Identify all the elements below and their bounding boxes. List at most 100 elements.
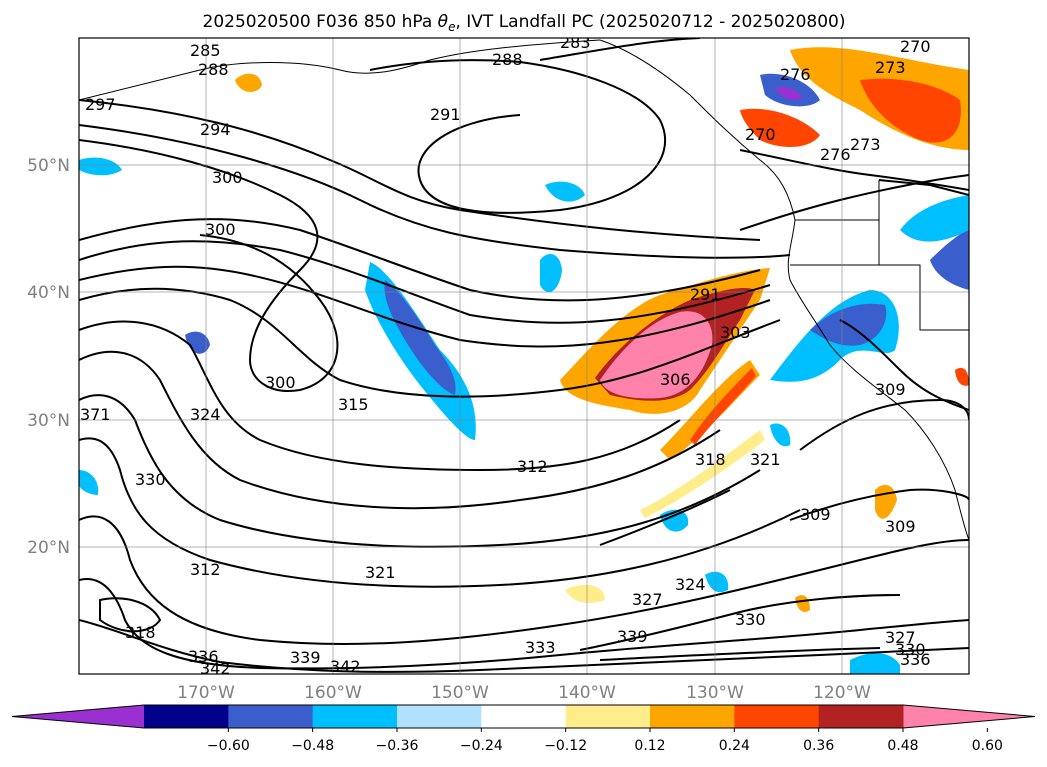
contour-label: 297 <box>85 95 116 114</box>
lat-tick-label: 30°N <box>27 411 70 431</box>
contour-label: 339 <box>290 648 321 667</box>
colorbar: −0.60 −0.48 −0.36 −0.24 −0.12 0.12 0.24 0.36 0.4… <box>11 704 1036 754</box>
contour-label: 300 <box>212 168 243 187</box>
colorbar-segment <box>734 705 820 728</box>
figure-title: 2025020500 F036 850 hPa θe, IVT Landfall… <box>203 12 846 34</box>
contour-label: 309 <box>800 505 831 524</box>
colorbar-tick-label: −0.48 <box>291 738 334 754</box>
contour-label: 327 <box>885 628 916 647</box>
colorbar-segment <box>144 705 229 728</box>
colorbar-tick-label: 0.48 <box>887 738 918 754</box>
contour-label: 330 <box>895 640 926 659</box>
contour-label: 291 <box>690 285 721 304</box>
contour-label: 330 <box>135 470 166 489</box>
contour-label: 294 <box>200 120 231 139</box>
lon-tick-label: 150°W <box>431 683 489 703</box>
colorbar-outline <box>11 704 1036 729</box>
fill-blob-2 <box>545 181 585 202</box>
contour-label: 300 <box>205 220 236 239</box>
contour-label: 312 <box>190 560 221 579</box>
contour-label: 273 <box>875 58 906 77</box>
lat-tick-labels: 50°N 40°N 30°N 20°N <box>27 156 70 558</box>
contour-label: 270 <box>900 37 931 56</box>
contour-label: 327 <box>632 590 663 609</box>
coastlines <box>79 39 969 541</box>
colorbar-extend-max <box>903 705 1035 728</box>
contour-label: 288 <box>198 60 229 79</box>
colorbar-segment <box>312 705 398 728</box>
fill-blob-11 <box>850 653 900 674</box>
map-frame <box>78 37 970 675</box>
theta-e-contours <box>79 38 969 673</box>
fill-blob-7 <box>79 157 122 176</box>
fill-yellow-band <box>640 430 765 518</box>
contour-label: 283 <box>560 33 591 52</box>
lon-tick-label: 120°W <box>813 683 871 703</box>
contour-label: 288 <box>492 50 523 69</box>
contour-label: 291 <box>430 105 461 124</box>
contour-label: 336 <box>900 650 931 669</box>
lon-tick-label: 140°W <box>558 683 616 703</box>
contour-label: 300 <box>265 373 296 392</box>
map-content: 285 288 283 270 273 276 297 294 291 288 … <box>79 33 969 678</box>
fill-red-nw <box>860 78 961 143</box>
contour-label: 333 <box>525 638 556 657</box>
colorbar-segment <box>228 705 314 728</box>
contour-label: 315 <box>338 395 369 414</box>
contour-label: 276 <box>820 145 851 164</box>
fill-blob-3 <box>540 254 562 293</box>
lon-tick-label: 170°W <box>177 683 235 703</box>
contour-label: 309 <box>885 517 916 536</box>
fill-red-nw-coast <box>740 108 820 147</box>
colorbar-tick-label: 0.60 <box>972 738 1003 754</box>
colorbar-tick-label: 0.36 <box>803 738 834 754</box>
contour-label: 276 <box>780 65 811 84</box>
contour-label: 324 <box>190 405 221 424</box>
colorbar-tick-label: 0.12 <box>634 738 665 754</box>
contour-label: 330 <box>735 610 766 629</box>
colorbar-tick-label: −0.12 <box>544 738 587 754</box>
fill-blob-10 <box>705 571 729 593</box>
lat-tick-label: 20°N <box>27 538 70 558</box>
contour-label: 371 <box>80 405 111 424</box>
lat-tick-label: 40°N <box>27 283 70 303</box>
fill-blob-13 <box>770 423 791 447</box>
contour-label: 309 <box>875 380 906 399</box>
fill-blue-ne <box>930 230 969 290</box>
fill-blob-9 <box>565 584 605 603</box>
colorbar-extend-min <box>12 705 144 728</box>
lon-tick-label: 130°W <box>686 683 744 703</box>
colorbar-segment <box>818 705 904 728</box>
fill-purple-nw <box>775 87 802 100</box>
contour-label: 318 <box>125 623 156 642</box>
contour-label: 303 <box>720 323 751 342</box>
contour-label: 336 <box>188 647 219 666</box>
colorbar-segment <box>481 705 567 728</box>
colorbar-segment <box>650 705 735 728</box>
contour-label: 270 <box>745 125 776 144</box>
fill-blob-12 <box>955 367 969 386</box>
fill-orange-band <box>660 360 760 460</box>
lon-tick-label: 160°W <box>304 683 362 703</box>
contour-label: 306 <box>660 370 691 389</box>
contour-label: 321 <box>750 450 781 469</box>
contour-label: 324 <box>675 575 706 594</box>
contour-label: 318 <box>695 450 726 469</box>
colorbar-segment <box>397 705 482 728</box>
colorbar-tick-label: −0.24 <box>460 738 503 754</box>
colorbar-tick-label: 0.24 <box>719 738 750 754</box>
colorbar-tick-label: −0.60 <box>207 738 250 754</box>
colorbar-segment <box>565 705 651 728</box>
contour-label: 339 <box>617 627 648 646</box>
contour-label: 342 <box>330 657 361 676</box>
colorbar-tick-label: −0.36 <box>376 738 419 754</box>
lat-tick-label: 50°N <box>27 156 70 176</box>
contour-label: 273 <box>850 135 881 154</box>
contour-label: 342 <box>200 659 231 678</box>
contour-label: 285 <box>190 41 221 60</box>
fill-blob-1 <box>235 73 262 92</box>
fill-lightblue-ne <box>900 195 969 242</box>
contour-labels: 285 288 283 270 273 276 297 294 291 288 … <box>80 33 931 678</box>
fill-blue-central <box>384 280 456 395</box>
